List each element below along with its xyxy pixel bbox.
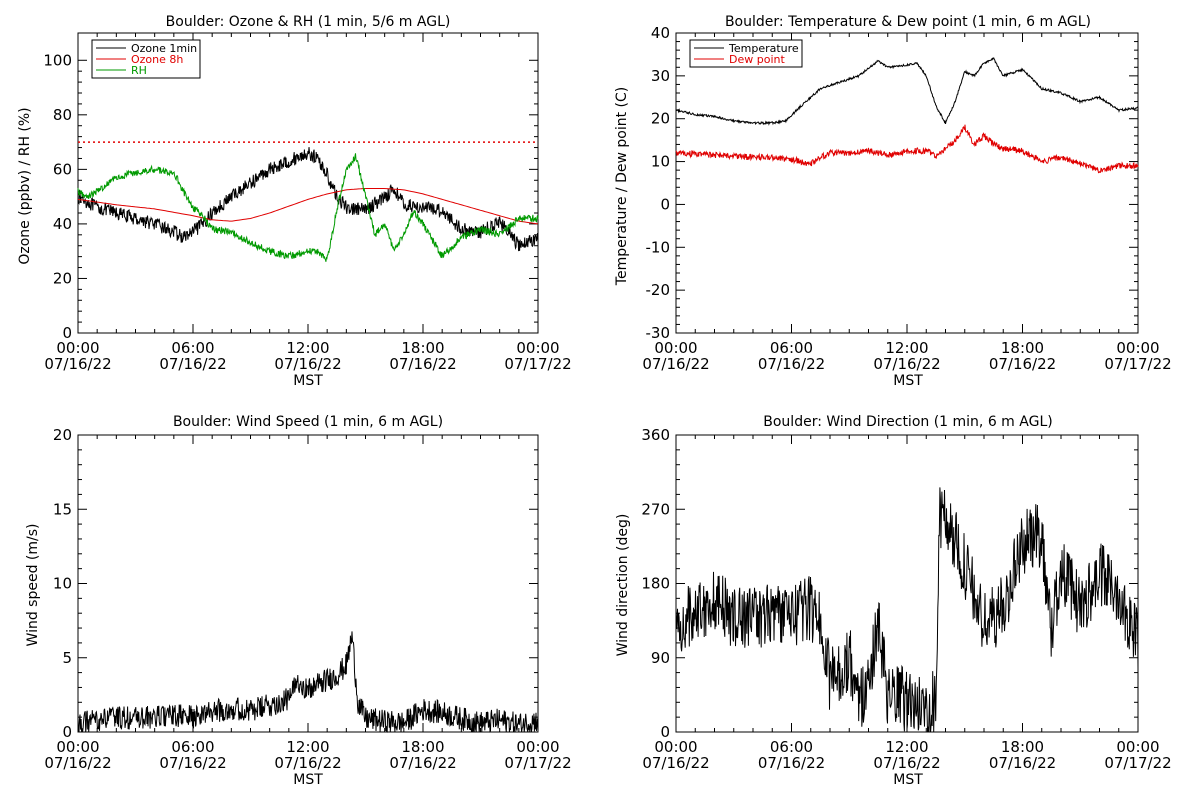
y-tick-label: -10 [646, 238, 671, 256]
wind-speed-title: Boulder: Wind Speed (1 min, 6 m AGL) [173, 414, 443, 430]
x-tick-date-label: 07/16/22 [873, 754, 940, 772]
y-tick-label: 60 [53, 160, 72, 178]
wind-direction-panel: Boulder: Wind Direction (1 min, 6 m AGL)… [615, 414, 1172, 788]
wind-direction-xlabel: MST [893, 772, 923, 788]
x-tick-time-label: 00:00 [1116, 339, 1159, 357]
x-tick-date-label: 07/16/22 [274, 754, 341, 772]
wind-direction-title: Boulder: Wind Direction (1 min, 6 m AGL) [763, 414, 1052, 430]
x-tick-date-label: 07/16/22 [159, 754, 226, 772]
temperature-dewpoint-panel: Boulder: Temperature & Dew point (1 min,… [614, 14, 1172, 389]
legend-label: Temperature [728, 42, 799, 55]
y-tick-label: 80 [53, 106, 72, 124]
y-tick-label: 180 [641, 575, 670, 593]
temperature-dewpoint-title: Boulder: Temperature & Dew point (1 min,… [725, 14, 1091, 30]
x-tick-time-label: 06:00 [171, 738, 214, 756]
wind-speed-xlabel: MST [293, 772, 323, 788]
x-tick-time-label: 00:00 [56, 339, 99, 357]
y-tick-label: 20 [651, 110, 670, 128]
y-tick-label: 90 [651, 649, 670, 667]
series-0-line [77, 631, 539, 733]
y-tick-label: 20 [53, 426, 72, 444]
temperature-dewpoint-ylabel: Temperature / Dew point (C) [614, 87, 630, 286]
wind-speed-ylabel: Wind speed (m/s) [25, 524, 41, 647]
y-tick-label: 15 [53, 500, 72, 518]
x-tick-time-label: 00:00 [516, 339, 559, 357]
y-tick-label: 40 [53, 215, 72, 233]
y-tick-label: 0 [62, 324, 72, 342]
temperature-dewpoint-xlabel: MST [893, 373, 923, 389]
x-tick-time-label: 06:00 [770, 738, 813, 756]
y-tick-label: 100 [43, 51, 72, 69]
x-tick-date-label: 07/17/22 [1104, 355, 1171, 373]
y-tick-label: 5 [62, 649, 72, 667]
x-tick-time-label: 12:00 [286, 738, 329, 756]
x-tick-date-label: 07/16/22 [44, 754, 111, 772]
y-tick-label: 0 [62, 723, 72, 741]
legend-label: Dew point [729, 53, 785, 66]
y-tick-label: 10 [651, 153, 670, 171]
y-tick-label: 10 [53, 575, 72, 593]
x-tick-time-label: 18:00 [1001, 339, 1044, 357]
x-tick-date-label: 07/16/22 [44, 355, 111, 373]
x-tick-time-label: 00:00 [654, 738, 697, 756]
legend-label: Ozone 8h [131, 53, 183, 66]
ozone-rh-title: Boulder: Ozone & RH (1 min, 5/6 m AGL) [166, 14, 451, 30]
x-tick-date-label: 07/16/22 [159, 355, 226, 373]
x-tick-date-label: 07/16/22 [642, 355, 709, 373]
x-tick-date-label: 07/16/22 [873, 355, 940, 373]
x-tick-time-label: 00:00 [56, 738, 99, 756]
x-tick-time-label: 00:00 [1116, 738, 1159, 756]
x-tick-date-label: 07/16/22 [389, 355, 456, 373]
x-tick-date-label: 07/17/22 [1104, 754, 1171, 772]
y-tick-label: 20 [53, 269, 72, 287]
wind-speed-panel: Boulder: Wind Speed (1 min, 6 m AGL) Win… [25, 414, 572, 788]
y-tick-label: 30 [651, 67, 670, 85]
dew-point-line [675, 124, 1139, 174]
x-tick-time-label: 00:00 [516, 738, 559, 756]
x-tick-time-label: 06:00 [770, 339, 813, 357]
x-tick-date-label: 07/16/22 [989, 754, 1056, 772]
rh-line [77, 153, 539, 262]
x-tick-date-label: 07/16/22 [758, 355, 825, 373]
x-tick-date-label: 07/16/22 [758, 754, 825, 772]
wind-direction-ylabel: Wind direction (deg) [615, 514, 631, 657]
x-tick-date-label: 07/16/22 [274, 355, 341, 373]
x-tick-date-label: 07/16/22 [642, 754, 709, 772]
y-tick-label: 270 [641, 500, 670, 518]
x-tick-time-label: 12:00 [885, 339, 928, 357]
x-tick-date-label: 07/17/22 [504, 754, 571, 772]
ozone-rh-panel: Boulder: Ozone & RH (1 min, 5/6 m AGL) O… [17, 14, 572, 389]
ozone-rh-xlabel: MST [293, 373, 323, 389]
x-tick-time-label: 18:00 [1001, 738, 1044, 756]
x-tick-time-label: 18:00 [401, 339, 444, 357]
x-tick-time-label: 12:00 [885, 738, 928, 756]
ozone-8h-line [77, 188, 539, 225]
legend-box [689, 39, 803, 68]
ozone-1min-line [77, 147, 539, 252]
y-tick-label: 360 [641, 426, 670, 444]
y-tick-label: -30 [646, 324, 671, 342]
series-0-line [675, 487, 1139, 733]
x-tick-time-label: 18:00 [401, 738, 444, 756]
y-tick-label: 0 [660, 723, 670, 741]
x-tick-time-label: 12:00 [286, 339, 329, 357]
temperature-line [675, 57, 1139, 126]
y-tick-label: 40 [651, 24, 670, 42]
ozone-rh-ylabel: Ozone (ppbv) / RH (%) [17, 107, 33, 264]
x-tick-date-label: 07/16/22 [389, 754, 456, 772]
x-tick-time-label: 00:00 [654, 339, 697, 357]
x-tick-date-label: 07/17/22 [504, 355, 571, 373]
x-tick-time-label: 06:00 [171, 339, 214, 357]
y-tick-label: 0 [660, 195, 670, 213]
x-tick-date-label: 07/16/22 [989, 355, 1056, 373]
legend-label: Ozone 1min [131, 42, 197, 55]
legend-label: RH [131, 64, 147, 77]
y-tick-label: -20 [646, 281, 671, 299]
